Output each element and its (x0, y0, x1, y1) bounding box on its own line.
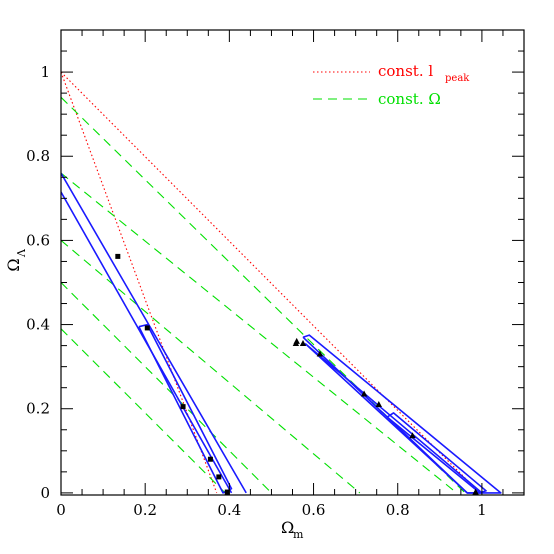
square-marker-0 (115, 253, 121, 259)
ticks-group (60, 29, 525, 495)
contour-4 (304, 342, 483, 494)
y-tick-label: 0 (40, 484, 50, 502)
x-tick-label: 0 (56, 501, 66, 519)
square-marker-5 (224, 489, 230, 495)
square-marker-2 (180, 404, 186, 410)
triangle-marker-1 (293, 337, 300, 344)
triangle-marker-7 (472, 488, 479, 495)
x-tick-label: 1 (477, 501, 487, 519)
triangle-marker-2 (299, 340, 307, 346)
legend: const. l peak const. Ω (313, 62, 470, 108)
x-axis-title-subscript: m (293, 528, 304, 541)
x-tick-label: 0.8 (386, 501, 410, 519)
x-tick-label: 0.4 (217, 501, 241, 519)
x-axis-title-symbol: Ω (281, 518, 294, 537)
triangle-marker-5 (375, 401, 382, 407)
markers-group (115, 253, 479, 495)
x-axis-title: Ω m (281, 518, 304, 541)
dashed-line-1 (61, 172, 458, 494)
contour-2 (138, 323, 233, 494)
triangle-marker-4 (360, 390, 368, 397)
plot-frame (60, 29, 525, 496)
y-tick-label: 0.8 (26, 147, 50, 165)
contour-5 (386, 412, 487, 494)
data-lines-group (61, 71, 502, 494)
triangle-marker-3 (316, 350, 324, 357)
legend-label-const-lpeak: const. l (378, 62, 433, 80)
dotted-line-1 (61, 71, 481, 494)
dotted-line-0 (61, 71, 218, 494)
contour-0 (61, 172, 247, 494)
legend-label-const-omega: const. Ω (378, 90, 441, 108)
y-tick-label: 1 (40, 63, 50, 81)
x-tick-label: 0.6 (302, 501, 326, 519)
contour-3 (302, 334, 502, 494)
dashed-line-4 (61, 328, 226, 494)
dashed-line-2 (61, 239, 361, 494)
square-marker-1 (144, 325, 150, 331)
triangle-marker-6 (409, 432, 416, 439)
square-marker-4 (216, 474, 222, 480)
x-tick-label: 0.2 (133, 501, 157, 519)
dashed-line-3 (61, 282, 272, 494)
square-marker-3 (207, 456, 213, 462)
y-tick-label: 0.6 (26, 231, 50, 249)
y-tick-label: 0.2 (26, 400, 50, 418)
y-axis-title-subscript: Λ (15, 248, 28, 258)
tick-labels-group: 0 0.2 0.4 0.6 0.8 1 0 0.2 0.4 0.6 0.8 1 (26, 63, 487, 519)
legend-label-const-lpeak-subscript: peak (445, 73, 470, 84)
y-axis-title: Ω Λ (4, 248, 28, 272)
y-tick-label: 0.4 (26, 316, 50, 334)
y-axis-title-symbol: Ω (4, 258, 23, 271)
